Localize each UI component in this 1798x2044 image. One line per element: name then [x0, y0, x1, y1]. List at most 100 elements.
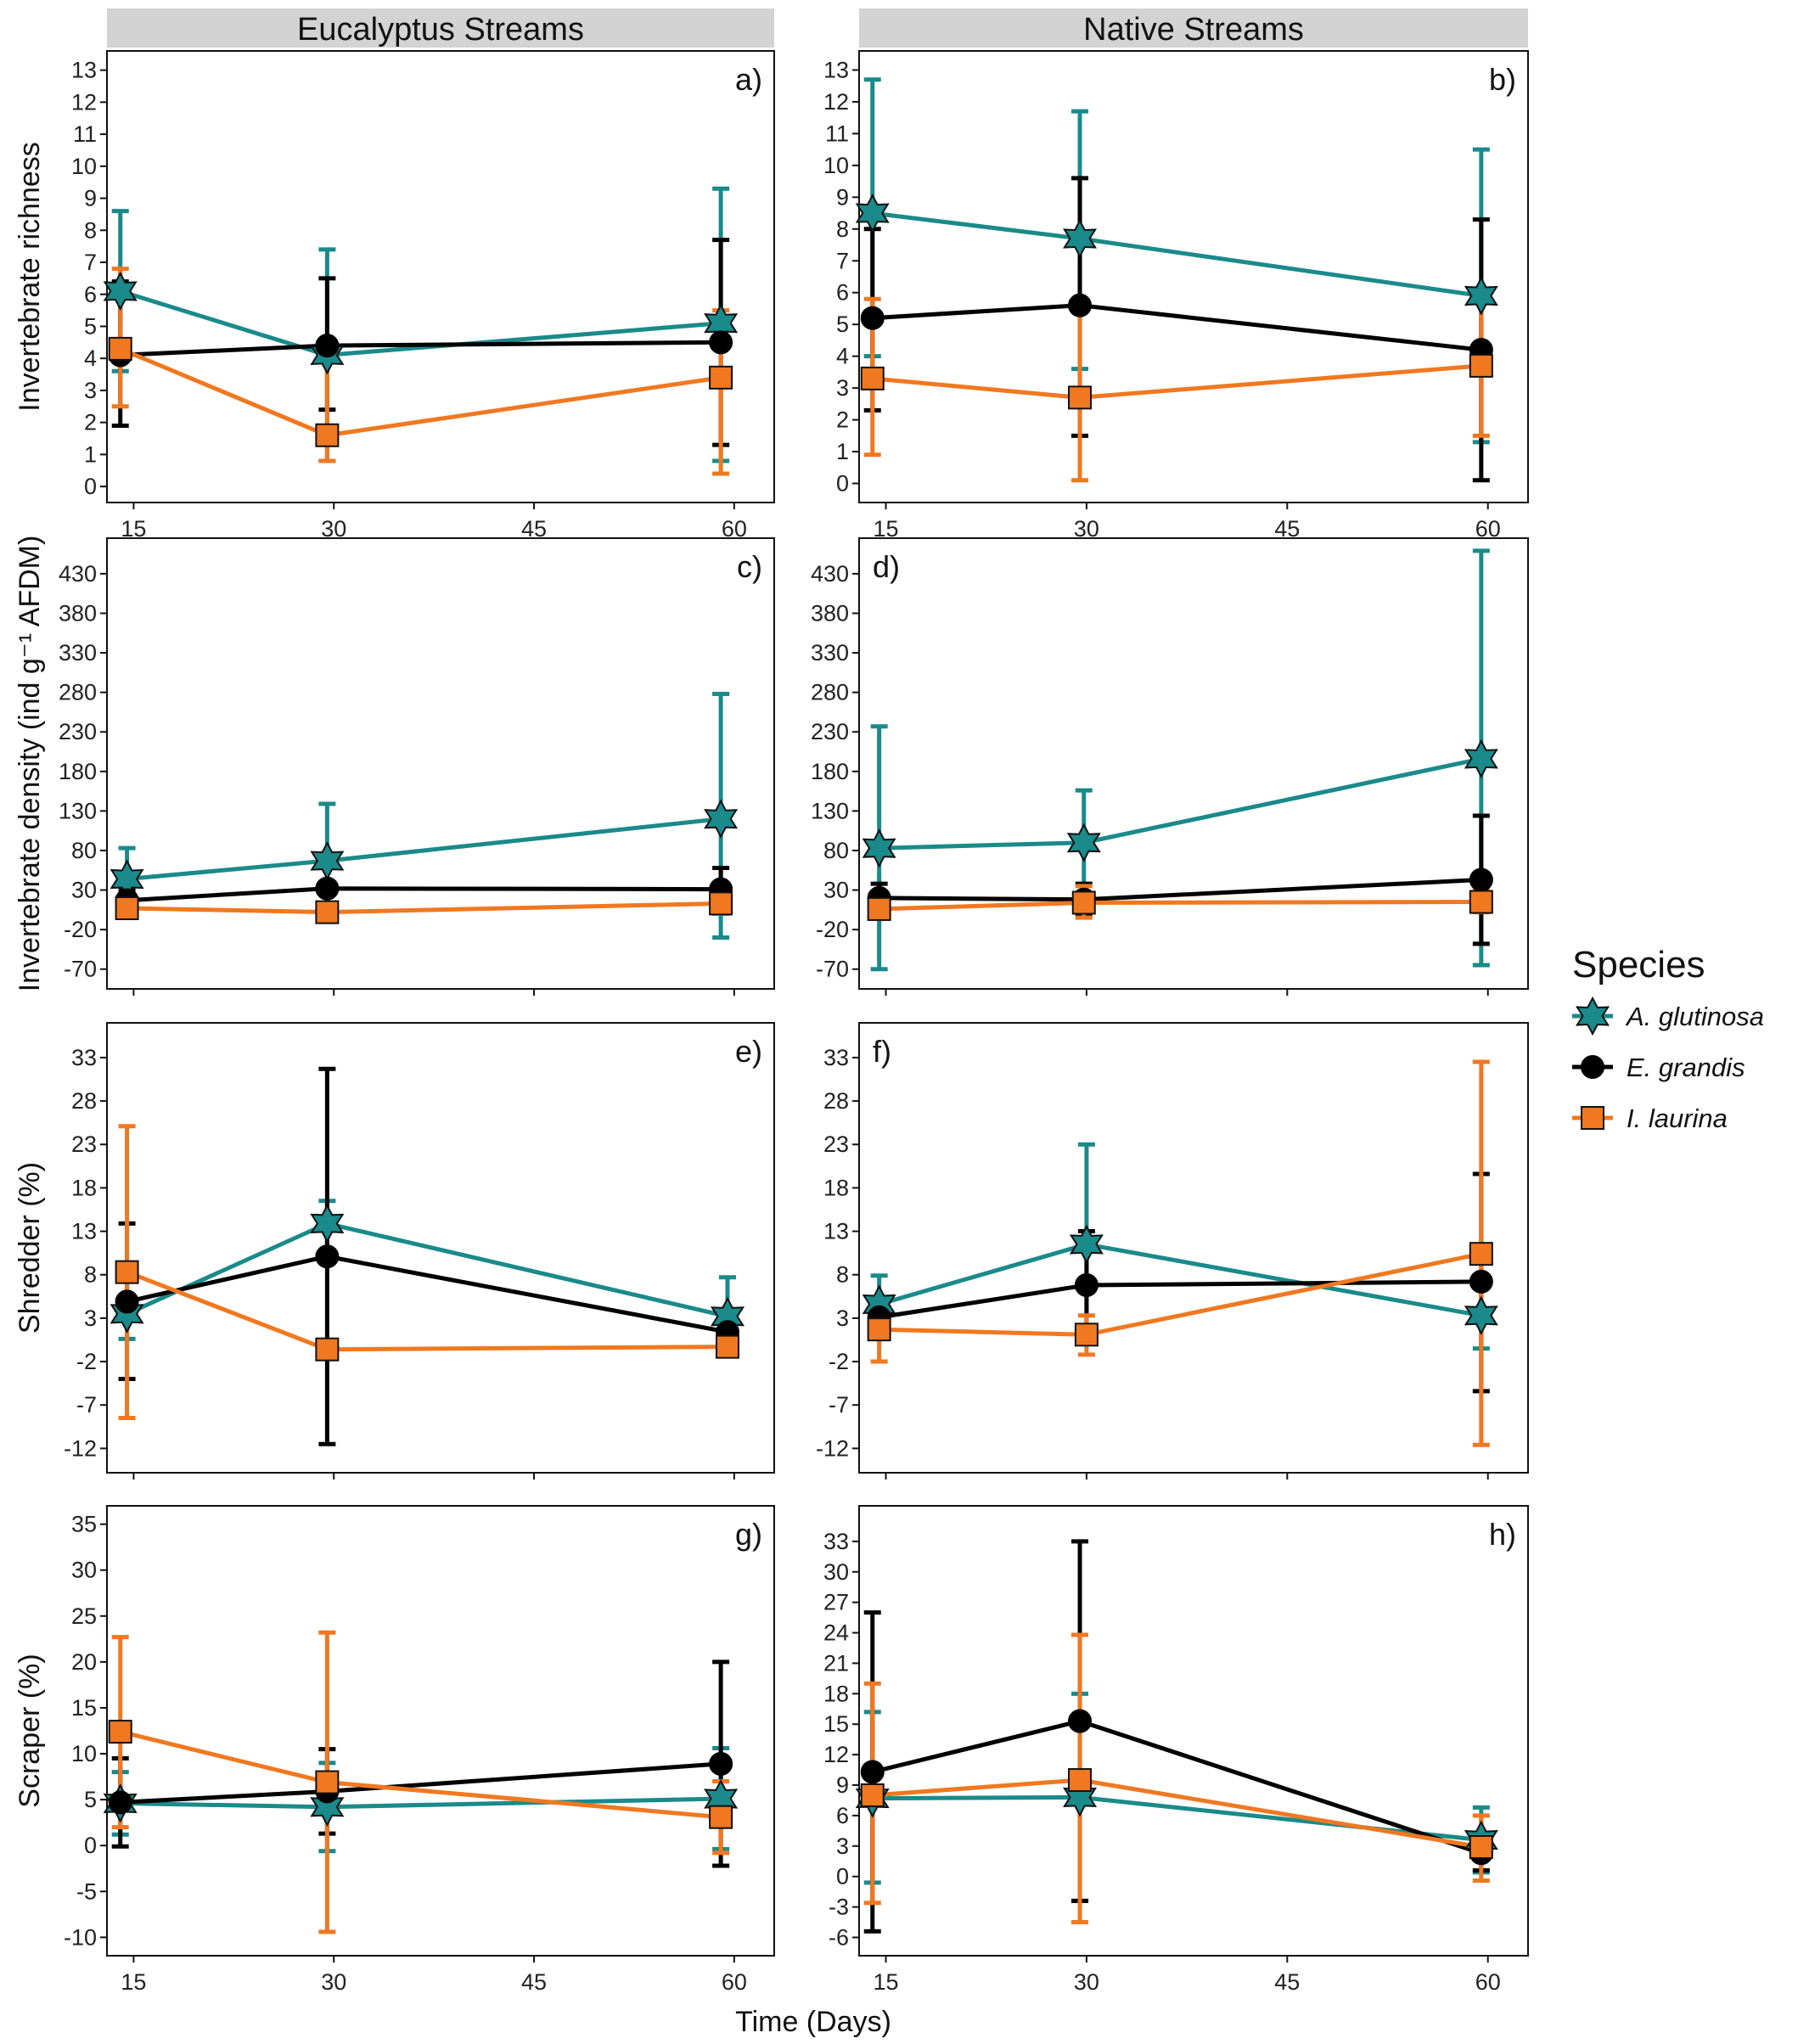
facet-strip-2	[859, 8, 1528, 48]
y-tick-label: 5	[84, 1787, 97, 1812]
data-point	[108, 1790, 132, 1815]
data-point	[315, 1244, 340, 1269]
legend-title: Species	[1572, 944, 1705, 986]
data-point	[709, 1751, 733, 1776]
y-tick-label: -12	[816, 1435, 849, 1461]
y-tick-label: 13	[71, 58, 97, 83]
series-line	[879, 877, 1481, 902]
y-tick-label: 11	[73, 121, 97, 147]
y-tick-label: 23	[71, 1132, 97, 1157]
panel-label: g)	[735, 1517, 762, 1552]
series-i--laurina	[863, 1632, 1490, 1925]
y-axis-title: Shredder (%)	[14, 1162, 46, 1334]
data-point	[867, 896, 891, 921]
y-tick-label: 3	[836, 375, 849, 401]
star-icon	[1575, 996, 1610, 1036]
y-tick-label: 6	[836, 1803, 849, 1828]
x-axis-title: Time (Days)	[735, 2006, 891, 2038]
y-tick-label: 430	[59, 561, 97, 587]
series-line	[872, 363, 1481, 400]
data-point	[1464, 738, 1498, 779]
legend: Species A. glutinosa E. grandis I. laurina	[1572, 944, 1764, 1133]
series-i--laurina	[111, 267, 730, 476]
series-line	[872, 1777, 1482, 1850]
legend-label: I. laurina	[1627, 1103, 1728, 1133]
x-tick-label: 45	[521, 1969, 547, 1995]
y-tick-label: 0	[84, 1833, 97, 1858]
y-tick-label: 8	[84, 1262, 97, 1288]
y-tick-label: 30	[71, 878, 97, 903]
y-tick-label: 180	[59, 759, 97, 784]
x-tick-label: 15	[873, 1969, 898, 1995]
y-tick-label: 180	[811, 759, 849, 784]
y-tick-label: 30	[71, 1558, 97, 1583]
panel-label: h)	[1489, 1517, 1516, 1552]
y-tick-label: 8	[84, 217, 97, 243]
data-point	[315, 876, 340, 901]
series-line	[120, 1796, 722, 1810]
y-tick-label: 80	[71, 838, 97, 863]
y-tick-label: 0	[836, 1864, 849, 1890]
x-tick-label: 45	[1274, 1969, 1300, 1995]
data-point	[1469, 1269, 1493, 1294]
x-tick-label: 15	[121, 1969, 146, 1995]
y-tick-label: 13	[823, 57, 849, 82]
panel-frame	[106, 1022, 775, 1474]
y-tick-label: 12	[823, 89, 849, 115]
data-point	[1063, 1777, 1098, 1817]
y-tick-label: 7	[84, 250, 97, 275]
data-point	[315, 900, 340, 924]
series-line	[126, 901, 722, 915]
data-point	[1068, 1768, 1093, 1793]
y-tick-label: 28	[71, 1088, 97, 1114]
y-tick-label: -6	[829, 1924, 849, 1950]
y-tick-label: 33	[823, 1045, 849, 1070]
y-tick-label: 280	[59, 680, 97, 705]
y-tick-label: 13	[71, 1219, 97, 1244]
y-tick-label: 18	[823, 1681, 849, 1706]
data-point	[709, 1805, 733, 1829]
data-point	[709, 330, 733, 355]
data-point	[1469, 890, 1493, 914]
y-tick-label: -10	[64, 1924, 97, 1950]
data-point	[115, 1260, 139, 1284]
data-point	[110, 1294, 144, 1334]
y-tick-label: 23	[823, 1132, 849, 1157]
facet-strip-label: Native Streams	[1083, 12, 1304, 48]
y-tick-label: 12	[71, 89, 97, 115]
y-tick-label: -7	[76, 1392, 97, 1418]
y-tick-label: 130	[811, 798, 849, 823]
y-tick-label: 0	[836, 471, 849, 497]
y-tick-label: 2	[836, 407, 849, 433]
data-point	[860, 1760, 885, 1784]
y-tick-label: -7	[829, 1392, 849, 1418]
y-tick-label: 5	[84, 313, 97, 339]
y-tick-label: 430	[811, 561, 849, 587]
panel-g: -10 -5 0 5 10 15 20 25 30 35 15 30 45 60 g)	[64, 1505, 775, 1995]
data-point	[315, 423, 340, 447]
series-a--glutinosa	[118, 692, 730, 940]
data-point	[862, 828, 896, 868]
y-tick-label: 21	[823, 1650, 849, 1676]
data-point	[103, 271, 138, 312]
y-tick-label: 230	[59, 719, 97, 744]
series-a--glutinosa	[118, 1199, 736, 1359]
y-tick-label: 80	[823, 838, 849, 863]
data-point	[1071, 890, 1096, 915]
panel-label: f)	[873, 1034, 891, 1069]
panel-frame	[858, 1505, 1529, 1957]
series-e--grandis	[863, 1539, 1490, 1934]
y-tick-label: 8	[836, 1262, 849, 1288]
data-point	[310, 1787, 345, 1827]
y-tick-label: 24	[823, 1620, 849, 1646]
data-point	[855, 193, 890, 233]
y-tick-label: -3	[829, 1895, 849, 1920]
y-tick-label: 8	[836, 216, 849, 242]
y-axis-title: Scraper (%)	[14, 1654, 46, 1807]
y-tick-label: -2	[829, 1349, 849, 1374]
y-tick-label: 3	[84, 1306, 97, 1331]
series-line	[879, 1251, 1482, 1337]
y-tick-label: 28	[823, 1088, 849, 1114]
